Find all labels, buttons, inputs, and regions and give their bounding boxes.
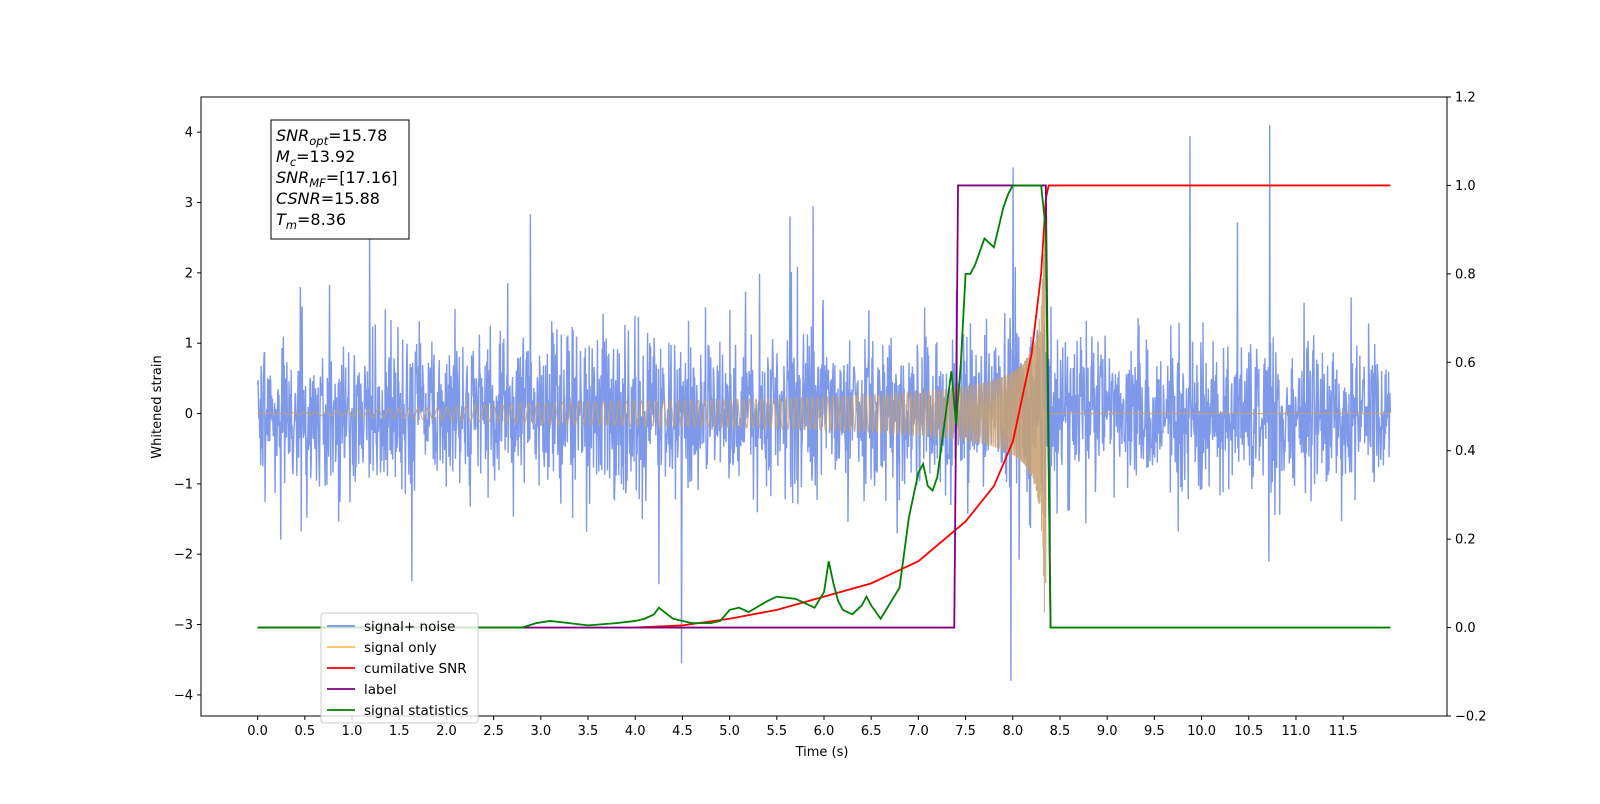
x-tick-label: 0.0: [247, 724, 268, 739]
y2-tick-label: 1.2: [1455, 91, 1476, 106]
x-tick-label: 11.0: [1281, 724, 1310, 739]
y-tick-label: 4: [185, 126, 193, 141]
x-tick-label: 2.0: [436, 724, 457, 739]
legend: signal+ noise signal only cumilative SNR la…: [320, 612, 479, 724]
y2-tick-label: 1.0: [1455, 179, 1476, 194]
x-tick-label: 8.0: [1002, 724, 1023, 739]
y2-tick-label: 0.6: [1455, 356, 1476, 371]
y-tick-label: 2: [185, 266, 193, 281]
x-tick-label: 5.0: [719, 724, 740, 739]
info-line: SNRopt=15.78: [276, 126, 387, 148]
legend-label: label: [364, 682, 397, 698]
y-tick-label: 0: [185, 407, 193, 422]
x-axis-ticks: 0.0 0.5 1.0 1.5 2.0 2.5 3.0 3.5 4.0 4.5 5.0 5.5 6.0 6…: [247, 716, 1358, 739]
y2-tick-label: 0.0: [1455, 621, 1476, 636]
x-tick-label: 1.0: [342, 724, 363, 739]
x-tick-label: 4.0: [625, 724, 646, 739]
y-tick-label: 3: [185, 196, 193, 211]
x-tick-label: 6.0: [814, 724, 835, 739]
x-axis-label: Time (s): [795, 745, 849, 760]
y-axis-ticks: −4 −3 −2 −1 0 1 2 3 4: [174, 126, 201, 703]
y-axis-label: Whitened strain: [150, 355, 165, 458]
info-line: Tm=8.36: [276, 210, 346, 232]
series-layer: [256, 125, 1392, 681]
y-tick-label: −1: [174, 477, 193, 492]
x-tick-label: 1.5: [389, 724, 410, 739]
x-tick-label: 11.5: [1329, 724, 1358, 739]
x-tick-label: 6.5: [861, 724, 882, 739]
x-tick-label: 2.5: [483, 724, 504, 739]
legend-label: cumilative SNR: [364, 661, 467, 677]
x-tick-label: 10.0: [1187, 724, 1216, 739]
y-tick-label: −4: [174, 688, 193, 703]
x-tick-label: 9.5: [1144, 724, 1165, 739]
series-signal-only: [257, 210, 1391, 613]
info-line: CSNR=15.88: [276, 189, 380, 208]
y2-tick-label: −0.2: [1455, 710, 1487, 725]
x-tick-label: 3.0: [530, 724, 551, 739]
legend-label: signal only: [364, 640, 437, 656]
x-tick-label: 7.5: [955, 724, 976, 739]
info-line: Mc=13.92: [276, 147, 355, 169]
x-tick-label: 3.5: [578, 724, 599, 739]
x-tick-label: 5.5: [766, 724, 787, 739]
x-tick-label: 9.0: [1097, 724, 1118, 739]
legend-label: signal+ noise: [364, 619, 455, 635]
info-box: SNRopt=15.78Mc=13.92SNRMF=[17.16]CSNR=15…: [270, 119, 410, 240]
series-signal-statistics: [257, 184, 1391, 629]
x-tick-label: 7.0: [908, 724, 929, 739]
y2-axis-ticks: −0.2 0.0 0.2 0.4 0.6 0.8 1.0 1.2: [1447, 91, 1487, 725]
x-tick-label: 4.5: [672, 724, 693, 739]
y-tick-label: −2: [174, 548, 193, 563]
x-tick-label: 10.5: [1234, 724, 1263, 739]
y2-tick-label: 0.2: [1455, 533, 1476, 548]
y-tick-label: 1: [185, 337, 193, 352]
y2-tick-label: 0.4: [1455, 444, 1476, 459]
y2-tick-label: 0.8: [1455, 267, 1476, 282]
legend-frame: [320, 612, 479, 724]
legend-label: signal statistics: [364, 703, 468, 719]
y-tick-label: −3: [174, 618, 193, 633]
series-cumulative-snr: [635, 184, 1391, 629]
info-box-frame: [270, 119, 410, 240]
x-tick-label: 8.5: [1050, 724, 1071, 739]
info-line: SNRMF=[17.16]: [276, 168, 398, 190]
x-tick-label: 0.5: [294, 724, 315, 739]
